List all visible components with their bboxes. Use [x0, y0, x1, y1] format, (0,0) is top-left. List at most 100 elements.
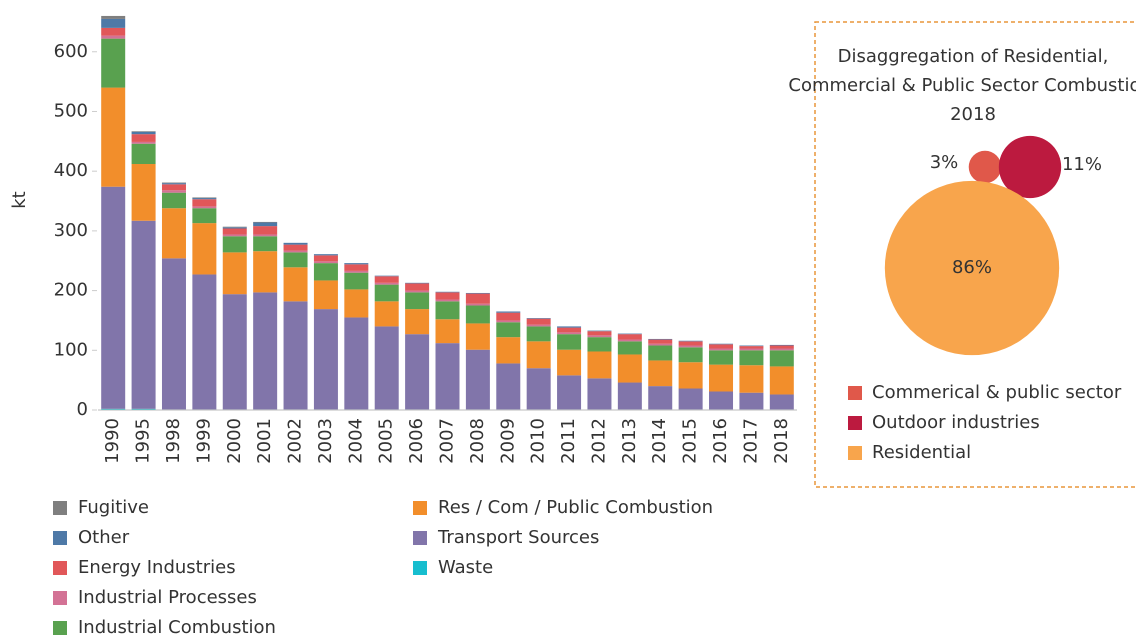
legend-swatch [848, 416, 862, 430]
bar-segment [769, 366, 794, 395]
y-tick-label: 200 [54, 280, 88, 301]
bar-segment [405, 282, 430, 284]
x-tick-label: 2012 [588, 418, 609, 464]
bar-segment [678, 340, 703, 342]
bar-segment [253, 221, 278, 223]
bar-segment [435, 292, 460, 300]
bar-segment [617, 339, 642, 342]
bar-segment [526, 326, 551, 342]
y-axis-label: kt [9, 191, 30, 208]
bar-segment [161, 182, 186, 184]
bar-segment [739, 348, 764, 351]
x-tick-label: 2009 [497, 418, 518, 464]
bar-segment [769, 348, 794, 351]
bar-segment [192, 274, 217, 410]
bar-segment [131, 164, 156, 221]
bar-segment [405, 290, 430, 293]
legend-label: Residential [872, 442, 971, 463]
y-tick-label: 400 [54, 160, 88, 181]
bar-segment [557, 332, 582, 335]
legend-swatch [413, 561, 427, 575]
y-tick-label: 0 [77, 399, 88, 420]
bar-segment [192, 198, 217, 200]
bar-segment [192, 206, 217, 209]
bar-segment [101, 186, 126, 409]
bar-segment [253, 226, 278, 235]
legend-swatch [53, 561, 67, 575]
bar-segment [405, 334, 430, 410]
bar-segment [161, 258, 186, 410]
bar-segment [344, 270, 369, 273]
x-tick-label: 2017 [740, 418, 761, 464]
x-tick-label: 2018 [771, 418, 792, 464]
bar-segment [405, 283, 430, 291]
bar-segment [344, 263, 369, 265]
x-tick-label: 2010 [528, 418, 549, 464]
y-tick-label: 300 [54, 220, 88, 241]
bar-segment [344, 289, 369, 318]
bar-segment [739, 346, 764, 349]
bar-segment [648, 345, 673, 361]
bar-segment [587, 378, 612, 410]
bar-segment [283, 242, 308, 245]
bar-segment [739, 350, 764, 366]
x-tick-label: 1998 [163, 418, 184, 464]
bar-segment [253, 234, 278, 237]
bar-segment [496, 322, 521, 338]
bar-segment [374, 326, 399, 410]
bar-segment [496, 311, 521, 313]
x-tick-label: 2002 [285, 418, 306, 464]
legend-label: Energy Industries [78, 557, 236, 578]
bar-segment [222, 294, 247, 410]
legend-label: Waste [438, 557, 493, 578]
bar-segment [526, 318, 551, 319]
bar-segment [222, 236, 247, 253]
bubble-label: 86% [952, 257, 992, 278]
x-tick-label: 2006 [406, 418, 427, 464]
bar-segment [648, 386, 673, 410]
bar-segment [435, 319, 460, 344]
panel-border [814, 21, 1136, 488]
bar-segment [435, 343, 460, 410]
bar-segment [405, 292, 430, 310]
bar-segment [465, 293, 490, 304]
bar-segment [283, 267, 308, 302]
bar-segment [283, 301, 308, 410]
bar-segment [161, 190, 186, 193]
bar-segment [344, 317, 369, 410]
bar-segment [678, 345, 703, 348]
legend-swatch [848, 446, 862, 460]
y-tick-label: 100 [54, 339, 88, 360]
legend-label: Outdoor industries [872, 412, 1040, 433]
bar-segment [253, 292, 278, 410]
legend-swatch [413, 531, 427, 545]
x-tick-label: 2000 [224, 418, 245, 464]
legend-swatch [53, 591, 67, 605]
bar-segment [131, 141, 156, 144]
bubble [998, 135, 1062, 199]
bar-segment [192, 208, 217, 224]
bar-segment [465, 349, 490, 410]
bar-segment [526, 368, 551, 410]
bar-segment [161, 192, 186, 209]
bar-segment [526, 318, 551, 325]
bar-segment [283, 252, 308, 268]
bar-segment [101, 18, 126, 28]
bar-segment [161, 208, 186, 259]
legend-swatch [413, 501, 427, 515]
x-tick-label: 2004 [345, 418, 366, 464]
bar-segment [253, 222, 278, 227]
bar-segment [313, 254, 338, 256]
x-tick-label: 1990 [102, 418, 123, 464]
bar-segment [557, 334, 582, 350]
bar-segment [617, 354, 642, 383]
bar-segment [617, 334, 642, 340]
x-tick-label: 2015 [680, 418, 701, 464]
bar-segment [465, 292, 490, 294]
bar-segment [678, 388, 703, 410]
x-tick-label: 1999 [193, 418, 214, 464]
bar-segment [709, 344, 734, 349]
bar-segment [496, 320, 521, 323]
y-tick-label: 500 [54, 100, 88, 121]
